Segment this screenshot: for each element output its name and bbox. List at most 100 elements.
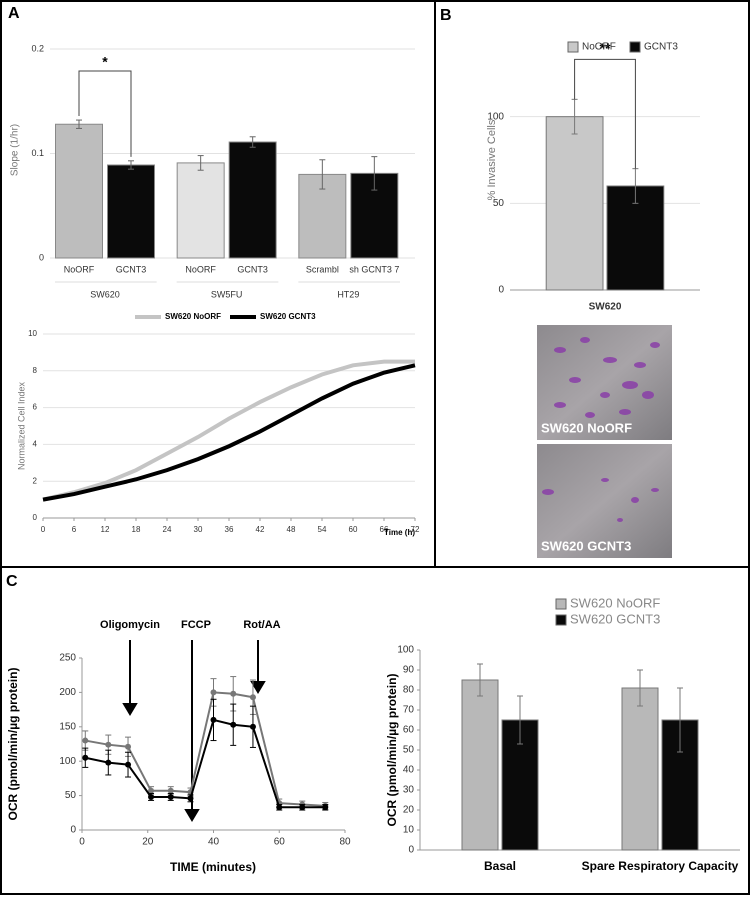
y-tick-label: 0: [33, 513, 38, 522]
y-tick-label: 10: [28, 329, 37, 338]
micrograph: SW620 NoORF: [537, 325, 672, 440]
y-tick-label: 100: [59, 756, 76, 767]
x-tick-label: 18: [132, 525, 141, 534]
marker: [187, 795, 194, 802]
x-tick-label: Scrambl: [306, 264, 339, 274]
micrograph: SW620 GCNT3: [537, 444, 672, 558]
marker: [167, 793, 174, 800]
bar: [176, 162, 225, 259]
x-tick-label: 66: [380, 525, 389, 534]
y-axis-label: Slope (1/hr): [10, 124, 21, 176]
legend-label: NoORF: [582, 42, 616, 53]
y-tick-label: 0: [498, 285, 504, 296]
annotation: Oligomycin: [100, 619, 160, 631]
significance-bracket: [78, 70, 132, 157]
y-tick-label: 6: [33, 403, 38, 412]
bar: [107, 164, 155, 259]
x-tick-label: GCNT3: [237, 264, 268, 274]
series-line: [85, 718, 326, 809]
y-tick-label: 0: [408, 845, 414, 856]
y-tick-label: 100: [487, 111, 504, 122]
bar: [228, 141, 277, 259]
x-tick-label: 24: [163, 525, 172, 534]
marker: [82, 737, 89, 744]
y-tick-label: 10: [403, 825, 415, 836]
series-line: [85, 691, 326, 807]
x-axis-label: Time (h): [384, 528, 415, 537]
legend-label: GCNT3: [644, 42, 678, 53]
x-tick-label: Basal: [484, 859, 516, 873]
series-line: [42, 359, 415, 502]
x-tick-label: GCNT3: [116, 264, 147, 274]
y-tick-label: 200: [59, 687, 76, 698]
panel-label: B: [440, 7, 452, 24]
x-axis-label: TIME (minutes): [170, 860, 256, 874]
y-tick-label: 0.2: [31, 43, 44, 53]
legend-label: SW620 GCNT3: [570, 611, 660, 626]
y-tick-label: 80: [403, 685, 415, 696]
x-tick-label: 6: [72, 525, 77, 534]
annotation: FCCP: [181, 619, 211, 631]
group-label: SW5FU: [211, 289, 243, 299]
bar: [55, 123, 103, 259]
y-tick-label: 2: [33, 476, 38, 485]
annotation: Rot/AA: [243, 619, 280, 631]
significance-bracket: [574, 58, 636, 169]
y-tick-label: 100: [397, 645, 414, 656]
y-tick-label: 8: [33, 366, 38, 375]
x-tick-label: 72: [411, 525, 420, 534]
x-tick-label: 12: [101, 525, 110, 534]
marker: [148, 793, 155, 800]
marker: [249, 694, 256, 701]
panel-label: C: [6, 573, 18, 590]
x-tick-label: 40: [208, 837, 220, 848]
x-tick-label: 48: [287, 525, 296, 534]
marker: [230, 690, 237, 697]
y-tick-label: 40: [403, 765, 415, 776]
x-tick-label: 30: [194, 525, 203, 534]
y-axis-label: OCR (pmol/min/µg protein): [385, 674, 399, 827]
marker: [249, 723, 256, 730]
bar: [461, 679, 499, 851]
x-tick-label: 0: [41, 525, 46, 534]
marker: [210, 716, 217, 723]
legend-label: SW620 NoORF: [165, 312, 221, 321]
marker: [82, 754, 89, 761]
y-tick-label: 150: [59, 721, 76, 732]
x-tick-label: 36: [225, 525, 234, 534]
x-tick-label: sh GCNT3 7: [349, 264, 399, 274]
marker: [105, 741, 112, 748]
y-tick-label: 4: [33, 440, 38, 449]
marker: [148, 787, 155, 794]
bar: [621, 687, 659, 851]
x-tick-label: NoORF: [185, 264, 216, 274]
y-tick-label: 50: [403, 745, 415, 756]
legend-swatch: [567, 41, 579, 53]
y-tick-label: 20: [403, 805, 415, 816]
x-tick-label: Spare Respiratory Capacity: [582, 859, 739, 873]
x-tick-label: 42: [256, 525, 265, 534]
x-tick-label: 54: [318, 525, 327, 534]
legend-label: SW620 GCNT3: [260, 312, 316, 321]
y-tick-label: 50: [65, 790, 77, 801]
group-label: HT29: [337, 289, 359, 299]
legend-swatch: [555, 614, 567, 626]
legend-label: SW620 NoORF: [570, 595, 660, 610]
y-tick-label: 30: [403, 785, 415, 796]
x-tick-label: 60: [349, 525, 358, 534]
significance-label: *: [102, 54, 108, 70]
y-tick-label: 50: [493, 198, 505, 209]
significance-label: **: [600, 40, 611, 56]
x-tick-label: NoORF: [64, 264, 95, 274]
x-tick-label: SW620: [589, 302, 622, 313]
y-tick-label: 60: [403, 725, 415, 736]
y-tick-label: 0: [70, 825, 76, 836]
marker: [125, 761, 132, 768]
y-tick-label: 90: [403, 665, 415, 676]
image-label: SW620 NoORF: [541, 420, 632, 435]
legend-swatch: [555, 598, 567, 610]
legend-swatch: [629, 41, 641, 53]
y-tick-label: 0.1: [31, 148, 44, 158]
